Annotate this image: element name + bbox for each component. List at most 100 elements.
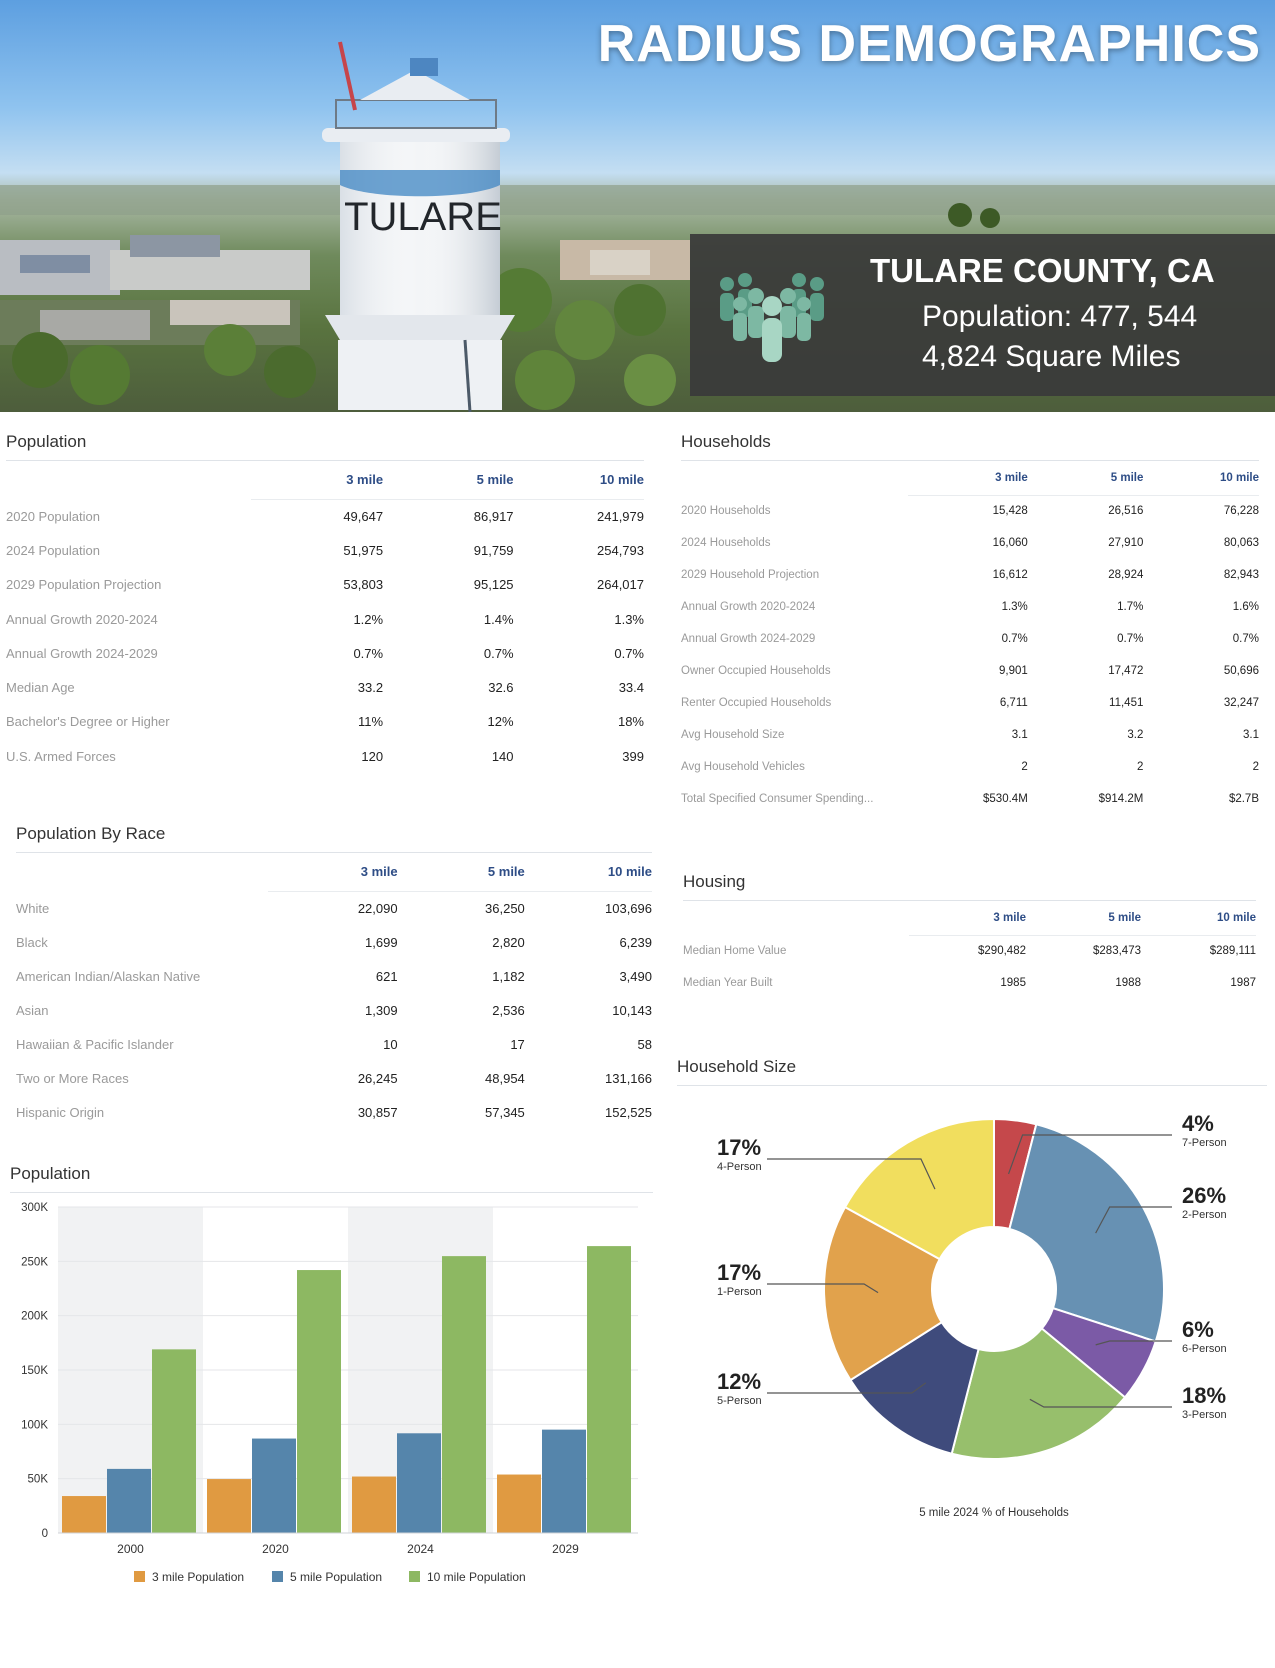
population-cell: 49,647: [343, 508, 384, 524]
race-row: Asian 1,309 2,536 10,143: [16, 993, 652, 1027]
households-row: Avg Household Size 3.1 3.2 3.1: [681, 719, 1259, 751]
slice-3-person: [950, 1327, 1127, 1460]
race-section-title: Population By Race: [16, 822, 652, 853]
leader-line: [1007, 1134, 1172, 1175]
household-size-section: Household Size 4% 7-Person 26% 2-Person 6% 6-…: [677, 1055, 1267, 1551]
race-cell: 22,090: [357, 900, 398, 916]
race-row-label: Hispanic Origin: [16, 1104, 105, 1120]
y-tick-label: 300K: [21, 1202, 48, 1214]
population-row: 2029 Population Projection 53,803 95,125 26…: [6, 568, 644, 602]
page-title: RADIUS DEMOGRAPHICS: [597, 15, 1261, 73]
households-cell: 32,247: [1223, 697, 1259, 709]
slice-percent-label: 18%: [1182, 1383, 1226, 1408]
households-section: Households 3 mile 5 mile 10 mile 2020 Ho…: [681, 430, 1259, 815]
slice-category-label: 3-Person: [1182, 1409, 1227, 1421]
population-cell: 1.4%: [483, 611, 514, 627]
race-cell: 152,525: [605, 1104, 652, 1120]
population-row-label: Median Age: [6, 680, 75, 696]
households-row-label: Owner Occupied Households: [681, 665, 831, 677]
households-row: Renter Occupied Households 6,711 11,451 32,…: [681, 687, 1259, 719]
race-cell: 30,857: [357, 1104, 398, 1120]
housing-row: Median Year Built 1985 1988 1987: [683, 967, 1256, 999]
population-row: U.S. Armed Forces 120 140 399: [6, 739, 644, 773]
households-cell: 27,910: [1108, 537, 1144, 549]
households-row-label: Annual Growth 2020-2024: [681, 601, 816, 613]
hero-banner: TULARE RADIUS DEMOGRAPHICS TULARE COUNTY…: [0, 0, 1275, 412]
population-bar-chart: 0 50K 100K 150K 200K 250K 300K 2000 2020 2024 2029…: [21, 1202, 638, 1584]
households-row-label: Annual Growth 2024-2029: [681, 633, 816, 645]
slice-1-person: [823, 1205, 944, 1382]
households-cell: 50,696: [1223, 665, 1259, 677]
housing-row-label: Median Home Value: [683, 945, 787, 957]
col-header-3mile: 3 mile: [250, 461, 384, 500]
people-group-icon: [720, 273, 824, 362]
col-header-3mile: 3 mile: [908, 461, 1028, 496]
housing-table: 3 mile 5 mile 10 mile Median Home Value $…: [683, 901, 1256, 999]
race-row: Black 1,699 2,820 6,239: [16, 925, 652, 959]
bar-3-mile-population: [352, 1476, 396, 1533]
y-tick-label: 150K: [21, 1365, 48, 1377]
housing-row-label: Median Year Built: [683, 977, 773, 989]
race-row: American Indian/Alaskan Native 621 1,182 3,…: [16, 959, 652, 993]
households-cell: 1.6%: [1232, 601, 1259, 613]
legend-swatch: [272, 1571, 283, 1582]
households-cell: 2: [1252, 761, 1259, 773]
x-tick-label: 2024: [407, 1542, 434, 1556]
slice-category-label: 6-Person: [1182, 1343, 1227, 1355]
county-population: Population: 477, 544: [922, 300, 1198, 333]
leader-line: [767, 1158, 936, 1190]
slice-4-person: [843, 1117, 995, 1261]
households-row: Owner Occupied Households 9,901 17,472 50,6…: [681, 655, 1259, 687]
population-cell: 0.7%: [483, 645, 514, 661]
race-row: Two or More Races 26,245 48,954 131,166: [16, 1061, 652, 1095]
race-cell: 58: [637, 1036, 652, 1052]
households-row-label: Avg Household Vehicles: [681, 761, 805, 773]
legend-swatch: [409, 1571, 420, 1582]
population-cell: 53,803: [343, 577, 384, 593]
households-row-label: Renter Occupied Households: [681, 697, 832, 709]
race-cell: 2,820: [492, 934, 525, 950]
households-cell: 6,711: [999, 697, 1028, 709]
race-row: White 22,090 36,250 103,696: [16, 891, 652, 925]
population-section-title: Population: [6, 430, 644, 461]
bar-3-mile-population: [62, 1496, 106, 1533]
legend-label: 5 mile Population: [290, 1570, 382, 1584]
households-row-label: 2029 Household Projection: [681, 569, 820, 581]
race-table: 3 mile 5 mile 10 mile White 22,090 36,250 1…: [16, 853, 652, 1129]
race-row: Hawaiian & Pacific Islander 10 17 58: [16, 1027, 652, 1061]
households-row: 2024 Households 16,060 27,910 80,063: [681, 527, 1259, 559]
housing-section: Housing 3 mile 5 mile 10 mile Median Hom…: [683, 870, 1256, 999]
leader-line: [1095, 1206, 1172, 1234]
households-cell: 2: [1136, 761, 1144, 773]
households-cell: 16,060: [992, 537, 1028, 549]
housing-section-title: Housing: [683, 870, 1256, 901]
legend-swatch: [134, 1571, 145, 1582]
county-area: 4,824 Square Miles: [922, 340, 1181, 373]
county-info-box: TULARE COUNTY, CA Population: 477, 544 4…: [690, 234, 1275, 396]
col-header-5mile: 5 mile: [1027, 461, 1144, 496]
legend-label: 3 mile Population: [152, 1570, 244, 1584]
slice-2-person: [1008, 1123, 1165, 1343]
slice-percent-label: 17%: [717, 1135, 761, 1160]
leader-line: [767, 1382, 927, 1394]
race-cell: 17: [510, 1036, 525, 1052]
population-section: Population 3 mile 5 mile 10 mile 2020 Po…: [6, 430, 644, 773]
households-cell: 0.7%: [1232, 633, 1259, 645]
population-row-label: Annual Growth 2020-2024: [6, 611, 158, 627]
population-cell: 241,979: [597, 508, 644, 524]
race-row-label: Two or More Races: [16, 1070, 129, 1086]
households-cell: $530.4M: [983, 793, 1028, 805]
race-cell: 10: [383, 1036, 398, 1052]
population-cell: 0.7%: [614, 645, 644, 661]
population-cell: 33.2: [357, 680, 384, 696]
population-row-label: Annual Growth 2024-2029: [6, 645, 158, 661]
households-cell: 28,924: [1108, 569, 1144, 581]
population-cell: 12%: [487, 714, 514, 730]
households-cell: $2.7B: [1228, 793, 1259, 805]
population-cell: 254,793: [597, 542, 644, 558]
households-row-label: Total Specified Consumer Spending...: [681, 793, 874, 805]
population-row-label: 2020 Population: [6, 508, 100, 524]
population-cell: 86,917: [473, 508, 514, 524]
leader-line: [1029, 1398, 1172, 1408]
population-cell: 51,975: [343, 542, 384, 558]
